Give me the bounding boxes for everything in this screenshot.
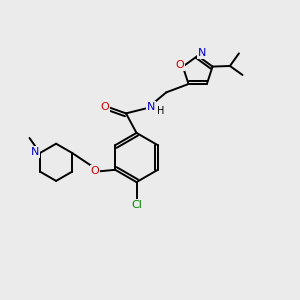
- Text: O: O: [100, 102, 109, 112]
- Text: N: N: [31, 147, 39, 157]
- Text: N: N: [198, 48, 206, 59]
- Text: O: O: [90, 166, 99, 176]
- Text: N: N: [146, 102, 155, 112]
- Text: O: O: [175, 60, 184, 70]
- Text: H: H: [157, 106, 164, 116]
- Text: Cl: Cl: [131, 200, 142, 210]
